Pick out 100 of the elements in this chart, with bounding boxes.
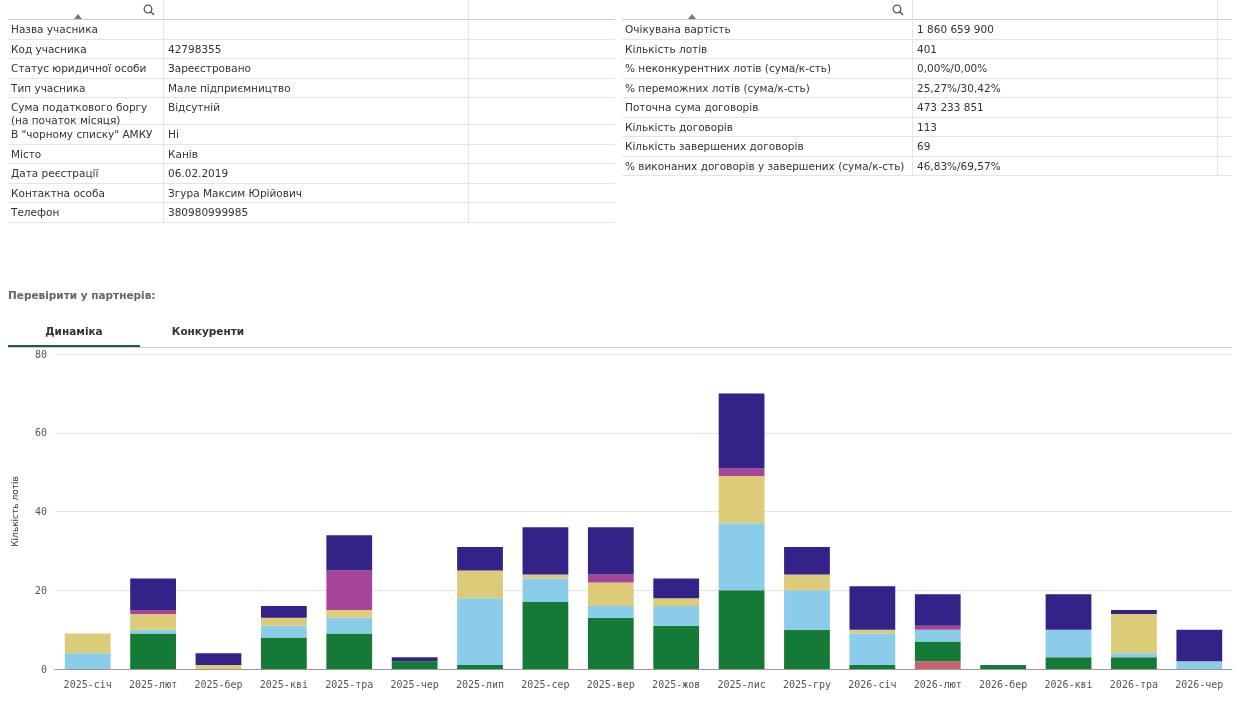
text: Кількість завершених договорів bbox=[625, 140, 805, 153]
bar bbox=[391, 657, 438, 662]
text: Тип учасника bbox=[11, 81, 87, 95]
bar bbox=[260, 625, 307, 638]
text: Зареєстровано bbox=[168, 62, 251, 75]
x-tick-label: 2025-кві bbox=[259, 678, 308, 690]
x-tick-label: 2026-бер bbox=[979, 678, 1028, 690]
bar bbox=[1111, 613, 1157, 654]
bar bbox=[784, 546, 830, 575]
bar bbox=[130, 578, 176, 610]
x-tick-label: 2025-жов bbox=[652, 678, 701, 690]
bar bbox=[587, 617, 634, 669]
bar bbox=[195, 653, 242, 666]
text: Телефон bbox=[11, 206, 61, 219]
bar bbox=[1045, 629, 1092, 658]
text: Кількість лотів bbox=[625, 42, 709, 56]
x-tick-label: 2025-чер bbox=[390, 678, 439, 690]
x-tick-label: 2026-кві bbox=[1044, 678, 1093, 690]
bar bbox=[980, 665, 1027, 669]
y-tick-label: 80 bbox=[34, 348, 47, 360]
text: % переможних лотів (сума/к-сть) bbox=[625, 81, 811, 95]
text: % неконкурентних лотів (сума/к-сть) bbox=[625, 62, 833, 75]
bar bbox=[1045, 594, 1092, 630]
x-tick-label: 2025-гру bbox=[782, 678, 832, 690]
text: Конкуренти bbox=[170, 325, 246, 337]
text: Відсутній bbox=[168, 101, 221, 114]
text: 25,27%/30,42% bbox=[917, 81, 1001, 95]
text: 113 bbox=[917, 120, 938, 134]
bar bbox=[457, 665, 503, 669]
bar bbox=[718, 523, 765, 591]
text: Контактна особа bbox=[11, 186, 106, 200]
text: % виконаних договорів у завершених (сума/к-сть) bbox=[625, 159, 906, 173]
text: Поточна сума договорів bbox=[625, 101, 760, 114]
x-tick-label: 2025-лис bbox=[717, 678, 766, 690]
x-tick-label: 2026-тра bbox=[1109, 678, 1158, 690]
text: В "чорному списку" АМКУ bbox=[11, 128, 154, 141]
bar bbox=[130, 613, 176, 630]
bar bbox=[457, 598, 503, 666]
x-tick-label: 2026-чер bbox=[1175, 678, 1224, 690]
text: Сума податкового боргу (на початок місяця) bbox=[11, 101, 149, 127]
bar bbox=[653, 606, 700, 626]
y-tick-label: 40 bbox=[34, 506, 47, 517]
text: Перевірити у партнерів: bbox=[8, 289, 156, 301]
bar bbox=[1111, 657, 1157, 669]
bar bbox=[260, 606, 307, 618]
text: 42798355 bbox=[168, 42, 222, 56]
bar bbox=[914, 629, 961, 642]
bar bbox=[653, 625, 700, 669]
x-tick-label: 2025-січ bbox=[63, 678, 112, 690]
text: Статус юридичної особи bbox=[11, 62, 148, 75]
bar bbox=[849, 665, 896, 669]
y-tick-label: 60 bbox=[34, 427, 47, 439]
x-tick-label: 2025-тра bbox=[325, 678, 374, 690]
text: Місто bbox=[11, 147, 43, 161]
bar bbox=[1176, 661, 1223, 669]
text: 69 bbox=[917, 140, 931, 153]
x-tick-label: 2025-лип bbox=[455, 678, 505, 690]
x-tick-label: 2025-сер bbox=[521, 678, 570, 690]
bar bbox=[784, 574, 830, 591]
text: Дата реєстрації bbox=[11, 167, 100, 180]
bar bbox=[718, 590, 765, 669]
bar bbox=[718, 468, 765, 477]
x-tick-label: 2026-лют bbox=[913, 678, 962, 690]
text: 380980999985 bbox=[168, 206, 249, 219]
bar bbox=[130, 633, 176, 669]
bar bbox=[326, 570, 373, 610]
text: 46,83%/69,57% bbox=[917, 159, 1001, 173]
text: 1 860 659 900 bbox=[917, 23, 994, 36]
bar bbox=[457, 546, 503, 571]
bar bbox=[64, 653, 111, 669]
bar bbox=[587, 527, 634, 575]
y-axis-title: Кількість лотів bbox=[9, 476, 20, 547]
bar bbox=[260, 637, 307, 669]
bar bbox=[64, 633, 111, 654]
bar bbox=[784, 629, 830, 669]
text: Кількість договорів bbox=[625, 120, 734, 134]
bar bbox=[130, 609, 176, 614]
bar bbox=[587, 582, 634, 606]
bar bbox=[522, 578, 569, 603]
text: 06.02.2019 bbox=[168, 167, 229, 180]
y-tick-label: 20 bbox=[34, 584, 47, 596]
bar bbox=[260, 617, 307, 626]
text: Код учасника bbox=[11, 42, 88, 56]
x-tick-label: 2025-лют bbox=[129, 678, 178, 690]
text: Очікувана вартість bbox=[625, 23, 732, 36]
bar bbox=[391, 661, 438, 669]
text: Канів bbox=[168, 147, 198, 161]
text: Згура Максим Юрійович bbox=[168, 186, 302, 200]
text: 401 bbox=[917, 42, 938, 56]
text: Назва учасника bbox=[11, 23, 99, 36]
bar bbox=[1176, 629, 1223, 662]
bar bbox=[326, 633, 373, 669]
bar bbox=[849, 633, 896, 666]
bar bbox=[326, 617, 373, 634]
text: Мале підприємництво bbox=[168, 81, 291, 95]
bar bbox=[130, 629, 176, 634]
bar bbox=[326, 535, 373, 571]
y-tick-label: 0 bbox=[40, 663, 47, 675]
text: Динаміка bbox=[44, 325, 104, 337]
bar bbox=[653, 598, 700, 606]
